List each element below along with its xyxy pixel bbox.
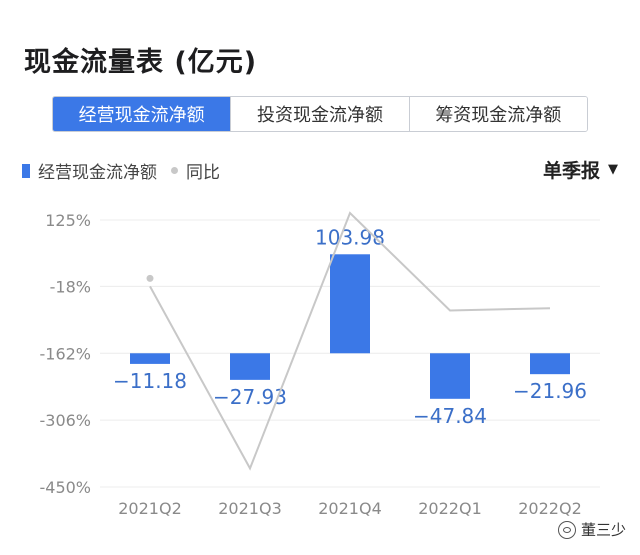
legend-bar-label: 经营现金流净额 <box>38 163 157 183</box>
y-tick-label: -18% <box>50 277 91 296</box>
bar <box>430 353 470 399</box>
bar-value-label: −27.93 <box>213 385 287 409</box>
bar-value-label: −21.96 <box>513 379 587 403</box>
tab-operating-cashflow[interactable]: 经营现金流净额 <box>53 97 231 131</box>
bar-value-label: −47.84 <box>413 404 487 428</box>
legend-bar-swatch <box>22 163 30 178</box>
period-selector[interactable]: 单季报 ▼ <box>543 156 618 183</box>
cashflow-tabs: 经营现金流净额 投资现金流净额 筹资现金流净额 <box>52 96 588 132</box>
page-title: 现金流量表 (亿元) <box>24 47 258 78</box>
x-tick-label: 2022Q1 <box>418 499 482 518</box>
bar <box>130 353 170 364</box>
bar-value-label: 103.98 <box>315 225 385 249</box>
y-tick-label: -306% <box>39 411 91 430</box>
x-tick-label: 2021Q4 <box>318 499 382 518</box>
x-tick-label: 2021Q3 <box>218 499 282 518</box>
yoy-point <box>146 274 154 282</box>
bar-value-label: −11.18 <box>113 369 187 393</box>
y-tick-label: -450% <box>39 478 91 497</box>
chart-legend: 经营现金流净额 同比 <box>22 158 220 183</box>
legend-line-swatch <box>171 167 178 174</box>
yoy-line <box>149 211 551 471</box>
bar <box>530 353 570 375</box>
wechat-icon <box>557 520 576 539</box>
bar <box>230 353 270 380</box>
tab-investing-cashflow[interactable]: 投资现金流净额 <box>230 97 409 131</box>
period-selector-label: 单季报 <box>542 160 600 182</box>
watermark-text: 董三少 <box>580 521 626 539</box>
y-tick-label: 125% <box>45 211 91 230</box>
watermark: 董三少 <box>557 519 626 540</box>
x-tick-label: 2022Q2 <box>518 499 582 518</box>
chevron-down-icon: ▼ <box>608 162 618 177</box>
y-tick-label: -162% <box>39 344 91 363</box>
bar <box>330 254 370 354</box>
legend-line-label: 同比 <box>186 163 220 183</box>
tab-financing-cashflow[interactable]: 筹资现金流净额 <box>408 97 587 131</box>
x-tick-label: 2021Q2 <box>118 499 182 518</box>
